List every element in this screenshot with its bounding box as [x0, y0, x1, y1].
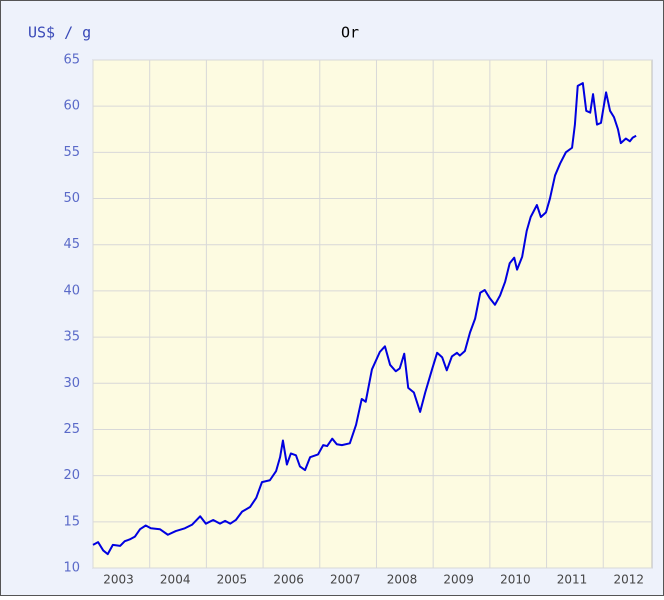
x-tick-label: 2004 — [160, 573, 191, 587]
x-tick-label: 2010 — [500, 573, 531, 587]
x-tick-label: 2012 — [613, 573, 644, 587]
plot-area — [92, 59, 653, 569]
y-tick-label: 65 — [63, 53, 80, 68]
chart-title: Or — [341, 24, 359, 42]
y-tick-label: 60 — [63, 99, 80, 114]
y-tick-label: 55 — [63, 145, 80, 160]
x-tick-label: 2009 — [443, 573, 474, 587]
x-tick-label: 2005 — [217, 573, 248, 587]
y-tick-label: 40 — [63, 283, 80, 298]
y-tick-label: 30 — [63, 376, 80, 391]
y-tick-label: 20 — [63, 468, 80, 483]
y-tick-label: 50 — [63, 191, 80, 206]
x-tick-label: 2008 — [387, 573, 418, 587]
y-tick-label: 35 — [63, 330, 80, 345]
x-tick-label: 2007 — [330, 573, 361, 587]
y-tick-label: 15 — [63, 514, 80, 529]
series-line — [92, 82, 637, 556]
y-tick-label: 45 — [63, 237, 80, 252]
x-tick-label: 2006 — [273, 573, 304, 587]
y-tick-label: 25 — [63, 422, 80, 437]
y-tick-label: 10 — [63, 561, 80, 576]
x-tick-label: 2011 — [557, 573, 588, 587]
y-axis-label: US$ / g — [28, 24, 91, 42]
x-tick-label: 2003 — [103, 573, 134, 587]
